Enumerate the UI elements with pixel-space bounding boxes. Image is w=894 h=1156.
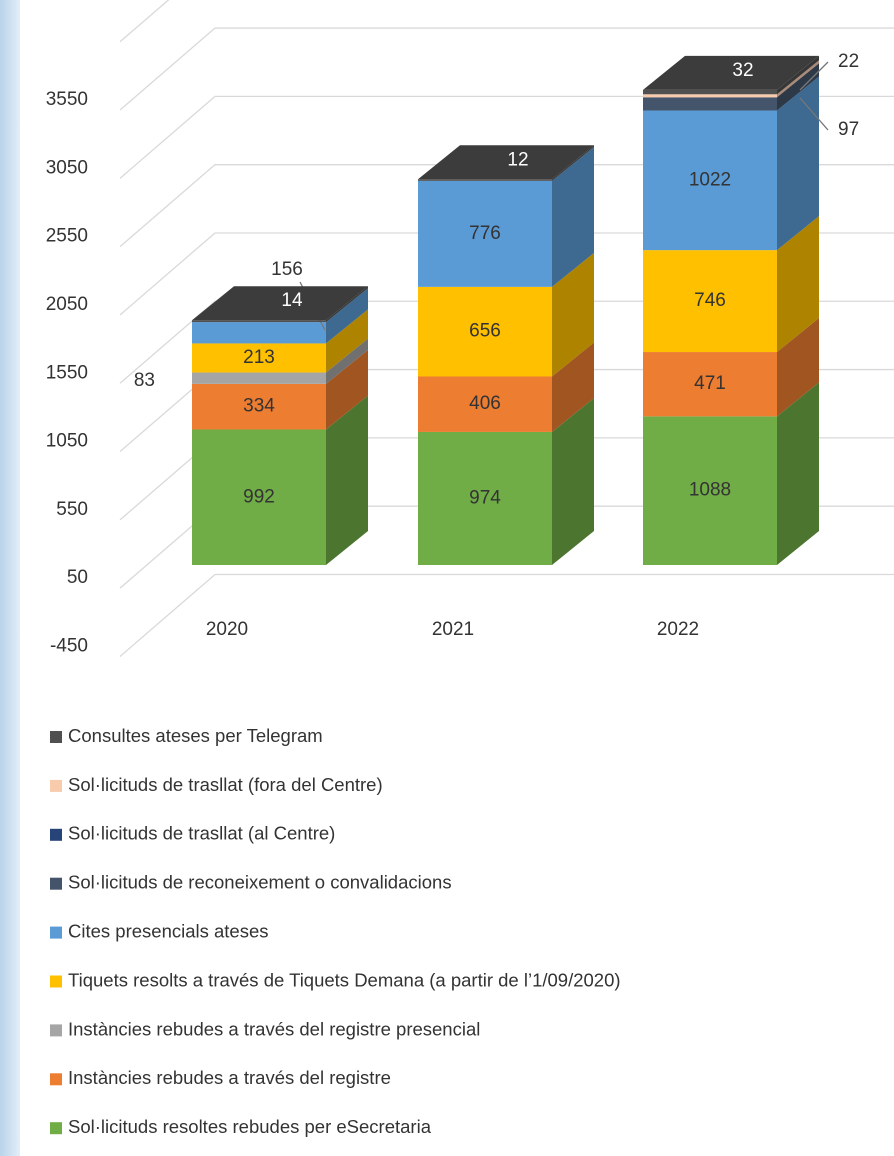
- legend-label: Sol·licituds de reconeixement o convalid…: [68, 872, 452, 893]
- data-label: 97: [838, 119, 859, 140]
- legend-label: Sol·licituds resoltes rebudes per eSecre…: [68, 1116, 432, 1137]
- legend-label: Sol·licituds de trasllat (al Centre): [68, 823, 335, 844]
- legend-label: Sol·licituds de trasllat (fora del Centr…: [68, 774, 383, 795]
- data-label: 334: [243, 396, 275, 417]
- bar-segment: [192, 320, 326, 323]
- data-label: 32: [732, 60, 753, 81]
- legend-swatch: [50, 877, 62, 890]
- data-label: 406: [469, 393, 501, 414]
- data-label: 1088: [689, 480, 731, 501]
- bar-segment: [643, 97, 777, 111]
- bar-segment: [192, 372, 326, 384]
- data-label: 22: [838, 51, 859, 72]
- y-tick-label: -450: [50, 635, 88, 656]
- legend-label: Instàncies rebudes a través del registre…: [68, 1018, 480, 1039]
- x-tick-label: 2022: [657, 619, 699, 640]
- legend-label: Instàncies rebudes a través del registre: [68, 1067, 391, 1088]
- x-tick-label: 2020: [206, 619, 248, 640]
- bar-segment: [192, 322, 326, 344]
- bar-side: [777, 216, 819, 353]
- data-label: 471: [694, 373, 726, 394]
- x-tick-label: 2021: [432, 619, 474, 640]
- bar-segment: [418, 431, 552, 565]
- data-label: 83: [134, 370, 155, 391]
- bar-top: [643, 55, 819, 90]
- side-strip: [0, 0, 20, 1156]
- bar-segment: [192, 429, 326, 565]
- bar-segment: [418, 376, 552, 432]
- legend-swatch: [50, 1073, 62, 1086]
- legend-swatch: [50, 1024, 62, 1037]
- bar-side: [326, 338, 368, 384]
- bar-segment: [418, 286, 552, 377]
- bar-segment: [643, 89, 777, 95]
- bar-side: [326, 349, 368, 430]
- bar-side: [552, 342, 594, 432]
- bar-segment: [643, 110, 777, 251]
- legend-label: Consultes ateses per Telegram: [68, 725, 323, 746]
- bar-segment: [192, 383, 326, 430]
- grid-line: [119, 27, 894, 111]
- y-tick-label: 1050: [46, 431, 88, 452]
- bar-side: [326, 288, 368, 344]
- legend-swatch: [50, 731, 62, 743]
- legend-swatch: [50, 779, 62, 792]
- bar-segment: [643, 352, 777, 417]
- y-tick-label: 550: [56, 499, 88, 520]
- bar-side: [326, 309, 368, 373]
- y-tick-label: 1550: [46, 362, 88, 383]
- data-label: 974: [469, 487, 501, 508]
- bar-side: [777, 55, 819, 95]
- y-tick-label: 50: [67, 567, 88, 588]
- legend-label: Tiquets resolts a través de Tiquets Dema…: [68, 969, 621, 990]
- legend-swatch: [50, 926, 62, 939]
- y-tick-label: 3050: [46, 157, 88, 178]
- legend-label: Cites presencials ateses: [68, 920, 269, 941]
- leader-line: [799, 97, 829, 131]
- bar-top: [192, 286, 368, 321]
- bar-segment: [643, 250, 777, 353]
- data-label: 746: [694, 290, 726, 311]
- bar-top: [418, 145, 594, 180]
- data-label: 213: [243, 347, 275, 368]
- bar-side: [552, 146, 594, 287]
- bar-side: [777, 76, 819, 251]
- bar-segment: [643, 94, 777, 98]
- bar-segment: [418, 179, 552, 181]
- data-label: 156: [271, 259, 303, 280]
- data-label: 12: [507, 149, 528, 170]
- data-label: 776: [469, 223, 501, 244]
- bar-side: [552, 397, 594, 565]
- bar-side: [326, 286, 368, 323]
- data-label: 14: [281, 290, 303, 311]
- legend-swatch: [50, 1122, 62, 1135]
- y-tick-label: 2550: [46, 226, 88, 247]
- bar-side: [777, 318, 819, 417]
- bar-segment: [418, 180, 552, 287]
- bar-side: [777, 63, 819, 111]
- leader-line: [799, 61, 829, 91]
- bar-side: [552, 145, 594, 181]
- grid-line: [119, 0, 170, 43]
- bar-side: [777, 60, 819, 98]
- y-tick-label: 3550: [46, 89, 88, 110]
- legend-swatch: [50, 975, 62, 988]
- legend-swatch: [50, 828, 62, 841]
- grid-line: [119, 573, 894, 657]
- bar-side: [777, 382, 819, 565]
- y-tick-label: 2050: [46, 294, 88, 315]
- data-label: 992: [243, 486, 275, 507]
- data-label: 1022: [689, 169, 731, 190]
- bar-segment: [643, 416, 777, 565]
- data-label: 656: [469, 321, 501, 342]
- bar-side: [552, 252, 594, 377]
- bar-side: [326, 395, 368, 565]
- bar-segment: [192, 343, 326, 373]
